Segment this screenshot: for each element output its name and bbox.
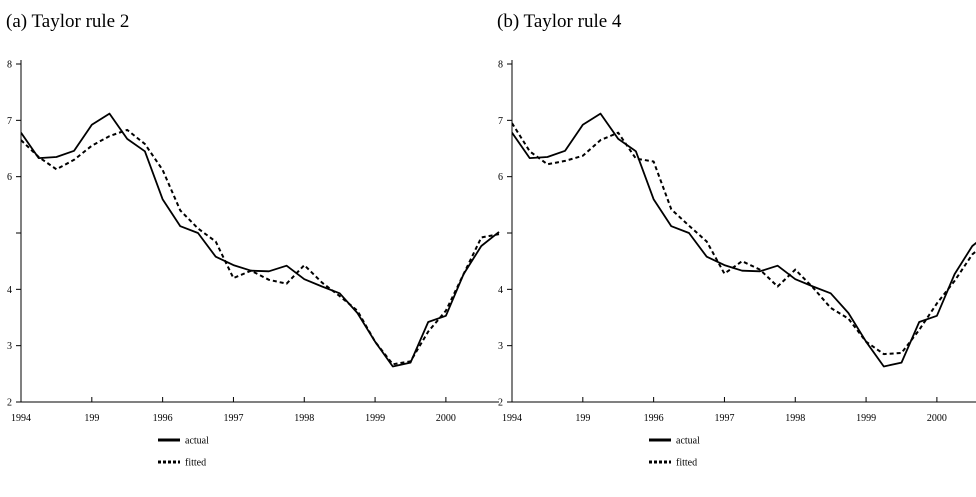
series-line-actual <box>512 112 976 368</box>
x-tick-label: 1994 <box>11 413 31 424</box>
y-tick-label: 4 <box>7 285 12 296</box>
y-tick-label: 4 <box>498 285 503 296</box>
y-tick-label: 7 <box>7 116 12 127</box>
x-tick-label: 1996 <box>153 413 173 424</box>
y-tick-label: 8 <box>7 60 12 71</box>
x-tick-label: 1999 <box>856 413 876 424</box>
y-tick-label: 7 <box>498 116 503 127</box>
series-line-fitted <box>21 128 500 366</box>
y-tick-label: 2 <box>7 398 12 409</box>
x-tick-label: 1994 <box>502 413 522 424</box>
x-tick-label: 1998 <box>785 413 805 424</box>
chart-panel-a: (a) Taylor rule 2 2 3 4 6 7 8 1994 199 1996 1997 1… <box>6 11 500 469</box>
legend-label-fitted: fitted <box>676 458 697 469</box>
x-tick-label: 199 <box>84 413 99 424</box>
legend-label-fitted: fitted <box>185 458 206 469</box>
chart-panel-b: (b) Taylor rule 4 2 3 4 6 7 8 1994 199 1996 1997 1… <box>497 11 976 469</box>
y-tick-label: 3 <box>498 341 503 352</box>
x-tick-label: 199 <box>575 413 590 424</box>
legend-label-actual: actual <box>676 436 700 447</box>
y-tick-label: 6 <box>498 172 503 183</box>
legend-label-actual: actual <box>185 436 209 447</box>
x-tick-label: 1997 <box>223 413 243 424</box>
y-tick-label: 6 <box>7 172 12 183</box>
y-tick-label: 3 <box>7 341 12 352</box>
chart-title-b: (b) Taylor rule 4 <box>497 11 622 32</box>
x-tick-label: 1996 <box>644 413 664 424</box>
x-tick-label: 1997 <box>714 413 734 424</box>
chart-title-a: (a) Taylor rule 2 <box>6 11 129 32</box>
series-line-fitted <box>512 122 976 356</box>
x-tick-label: 2000 <box>436 413 456 424</box>
x-tick-label: 1999 <box>365 413 385 424</box>
x-tick-label: 2000 <box>927 413 947 424</box>
y-tick-label: 8 <box>498 60 503 71</box>
x-tick-label: 1998 <box>294 413 314 424</box>
y-tick-label: 2 <box>498 398 503 409</box>
series-line-actual <box>21 112 500 368</box>
